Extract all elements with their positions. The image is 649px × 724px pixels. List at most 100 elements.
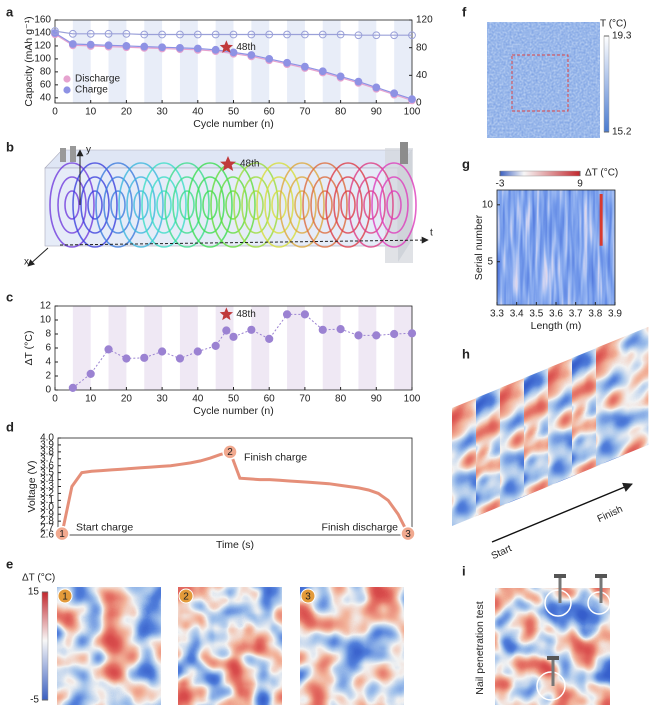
colorbar-tick-label: 15 [28, 587, 40, 598]
spiral [264, 176, 294, 234]
line [54, 30, 412, 36]
point [283, 58, 291, 67]
x-tick-label: 50 [228, 107, 240, 118]
band [72, 306, 91, 390]
point [408, 31, 416, 40]
colorbar-tick-label: 9 [577, 179, 583, 190]
star [219, 40, 233, 53]
marker-circle [222, 444, 238, 460]
point [51, 27, 59, 35]
spiral [302, 162, 348, 248]
colorbar-label: ΔT (°C) [22, 573, 55, 584]
y-tick-label: 160 [34, 15, 51, 26]
spiral [172, 176, 202, 234]
point [390, 329, 399, 339]
point [265, 30, 274, 39]
y-axis-label: ΔT (°C) [23, 331, 35, 366]
spiral [187, 162, 233, 248]
point [158, 30, 167, 39]
band [322, 20, 341, 103]
frame-label: 2 [183, 592, 189, 603]
x-tick-label: 80 [335, 394, 347, 405]
point [372, 83, 381, 92]
x-axis-label: Time (s) [216, 539, 254, 551]
spiral [179, 190, 195, 220]
x-axis-label: Cycle number (n) [193, 118, 274, 130]
spiral [225, 190, 241, 220]
x-tick-label: 100 [404, 394, 421, 405]
colorbar-tick-label: 19.3 [612, 31, 632, 42]
spiral [110, 190, 126, 220]
point [407, 329, 417, 338]
point [211, 30, 220, 39]
trend-line [72, 313, 413, 389]
y-tick-label: 2.8 [40, 516, 54, 527]
frame-label: 3 [305, 592, 311, 603]
spiral [95, 162, 141, 248]
y-tick-label: 120 [34, 41, 51, 52]
band [108, 20, 127, 103]
point [104, 29, 113, 38]
y-tick-label: 3.8 [40, 446, 54, 457]
spiral [271, 190, 287, 220]
x-tick-label: 30 [157, 107, 169, 118]
band [72, 20, 91, 103]
spiral [287, 176, 317, 234]
point [300, 310, 309, 319]
spiral [149, 176, 179, 234]
y-tick-label: 140 [34, 28, 51, 39]
point [68, 29, 77, 38]
x-tick-label: 80 [335, 107, 347, 118]
y-tick-label: 60 [40, 79, 52, 90]
x-tick-label: 3.4 [510, 309, 524, 320]
y-tick-label: 3.6 [40, 460, 54, 471]
heatmap-image [497, 190, 615, 305]
x-tick-label: 40 [192, 394, 204, 405]
y-tick-label: 4.0 [40, 433, 54, 444]
spiral [294, 190, 310, 220]
x-tick-label: 40 [192, 107, 204, 118]
point [354, 31, 363, 40]
annotation: 48th [240, 159, 259, 170]
y-axis-label: Capacity (mAh g⁻¹) [23, 16, 35, 106]
frame-label: 1 [62, 592, 68, 603]
x-axis-label: Length (m) [531, 320, 582, 332]
point [354, 331, 363, 340]
point [408, 95, 416, 104]
panel-label: a [6, 4, 14, 19]
y-tick-label: 8 [45, 329, 51, 340]
panel-label: g [462, 156, 470, 171]
frame [595, 326, 649, 467]
legend-label: Discharge [75, 74, 120, 85]
spiral [310, 176, 340, 234]
x-tick-label: 10 [85, 107, 97, 118]
colorbar-tick-label: -3 [496, 179, 505, 190]
annotation: Finish charge [244, 452, 307, 464]
x-tick-label: 3.5 [529, 309, 543, 320]
spiral [80, 176, 110, 234]
marker-circle [400, 525, 416, 542]
point [193, 44, 202, 53]
marker-label: 1 [59, 529, 65, 540]
x-tick-label: 90 [371, 394, 383, 405]
x-tick-label: 60 [264, 107, 276, 118]
point [336, 325, 345, 334]
x-tick-label: 10 [85, 394, 97, 405]
band [394, 306, 412, 390]
spiral [118, 162, 164, 248]
point [229, 30, 238, 39]
point [222, 326, 231, 335]
point [122, 29, 131, 38]
band [287, 20, 305, 103]
spiral [133, 190, 149, 220]
point [229, 332, 238, 341]
point [68, 383, 77, 392]
band [179, 306, 198, 390]
annotation: Finish discharge [322, 521, 399, 533]
spiral [49, 162, 95, 248]
heatmap-stack [451, 326, 649, 527]
x-tick-label: 3.7 [569, 309, 583, 320]
point [193, 30, 202, 39]
star [219, 307, 233, 321]
colorbar-tick-label: -5 [30, 695, 39, 706]
